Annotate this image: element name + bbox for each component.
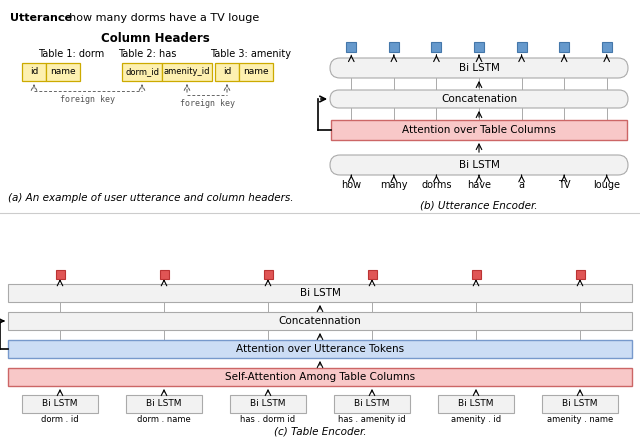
Bar [46,63,80,81]
Bar [602,42,612,52]
Text: Table 3: amenity: Table 3: amenity [210,49,291,59]
Text: Bi LSTM: Bi LSTM [300,288,340,298]
Text: Concatenation: Concatenation [441,94,517,104]
Bar [264,270,273,279]
Text: Bi LSTM: Bi LSTM [355,399,390,409]
Text: Table 2: has: Table 2: has [118,49,177,59]
Text: Concatennation: Concatennation [278,316,362,326]
Text: Table 1: dorm: Table 1: dorm [38,49,104,59]
Text: id: id [30,67,38,77]
Text: foreign key: foreign key [179,99,234,108]
Text: Bi LSTM: Bi LSTM [42,399,77,409]
Text: Bi LSTM: Bi LSTM [563,399,598,409]
Bar [559,42,569,52]
Text: amenity_id: amenity_id [164,67,211,77]
FancyBboxPatch shape [330,90,628,108]
Text: foreign key: foreign key [61,95,115,104]
Bar [162,63,212,81]
Bar [334,395,410,413]
Text: (b) Utterance Encoder.: (b) Utterance Encoder. [420,200,538,210]
Bar [215,63,239,81]
FancyBboxPatch shape [330,58,628,78]
Bar [239,63,273,81]
Text: id: id [223,67,231,77]
Bar [8,284,632,302]
Text: many: many [380,180,408,190]
Bar [22,63,46,81]
Bar [126,395,202,413]
Text: dorm_id: dorm_id [125,67,159,77]
Text: dorm . name: dorm . name [137,416,191,424]
Text: Attention over Utterance Tokens: Attention over Utterance Tokens [236,344,404,354]
Text: amenity . name: amenity . name [547,416,613,424]
Bar [367,270,376,279]
Text: Bi LSTM: Bi LSTM [458,399,493,409]
Text: : how many dorms have a TV louge: : how many dorms have a TV louge [62,13,259,23]
Text: TV: TV [558,180,570,190]
Text: name: name [50,67,76,77]
Text: amenity . id: amenity . id [451,416,501,424]
Bar [389,42,399,52]
Bar [230,395,306,413]
Text: louge: louge [593,180,620,190]
Bar [575,270,584,279]
Bar [22,395,98,413]
Text: Self-Attention Among Table Columns: Self-Attention Among Table Columns [225,372,415,382]
Bar [542,395,618,413]
Text: dorm . id: dorm . id [41,416,79,424]
Bar [8,368,632,386]
Bar [346,42,356,52]
Text: Attention over Table Columns: Attention over Table Columns [402,125,556,135]
Bar [516,42,527,52]
Text: has . dorm id: has . dorm id [241,416,296,424]
Bar [8,340,632,358]
Bar [438,395,514,413]
Text: (a) An example of user utterance and column headers.: (a) An example of user utterance and col… [8,193,294,203]
Text: Column Headers: Column Headers [100,32,209,45]
Text: a: a [518,180,525,190]
Bar [472,270,481,279]
Bar [431,42,442,52]
Bar [474,42,484,52]
Bar [122,63,162,81]
Bar [56,270,65,279]
Text: has . amenity id: has . amenity id [338,416,406,424]
Bar [159,270,168,279]
Text: have: have [467,180,491,190]
Text: (c) Table Encoder.: (c) Table Encoder. [274,427,366,437]
Text: Bi LSTM: Bi LSTM [459,160,499,170]
Text: Bi LSTM: Bi LSTM [147,399,182,409]
Text: Utterance: Utterance [10,13,72,23]
Text: how: how [341,180,362,190]
Text: name: name [243,67,269,77]
Text: Bi LSTM: Bi LSTM [250,399,285,409]
FancyBboxPatch shape [330,155,628,175]
Bar [331,120,627,140]
Text: Bi LSTM: Bi LSTM [459,63,499,73]
Bar [8,312,632,330]
Text: dorms: dorms [421,180,452,190]
